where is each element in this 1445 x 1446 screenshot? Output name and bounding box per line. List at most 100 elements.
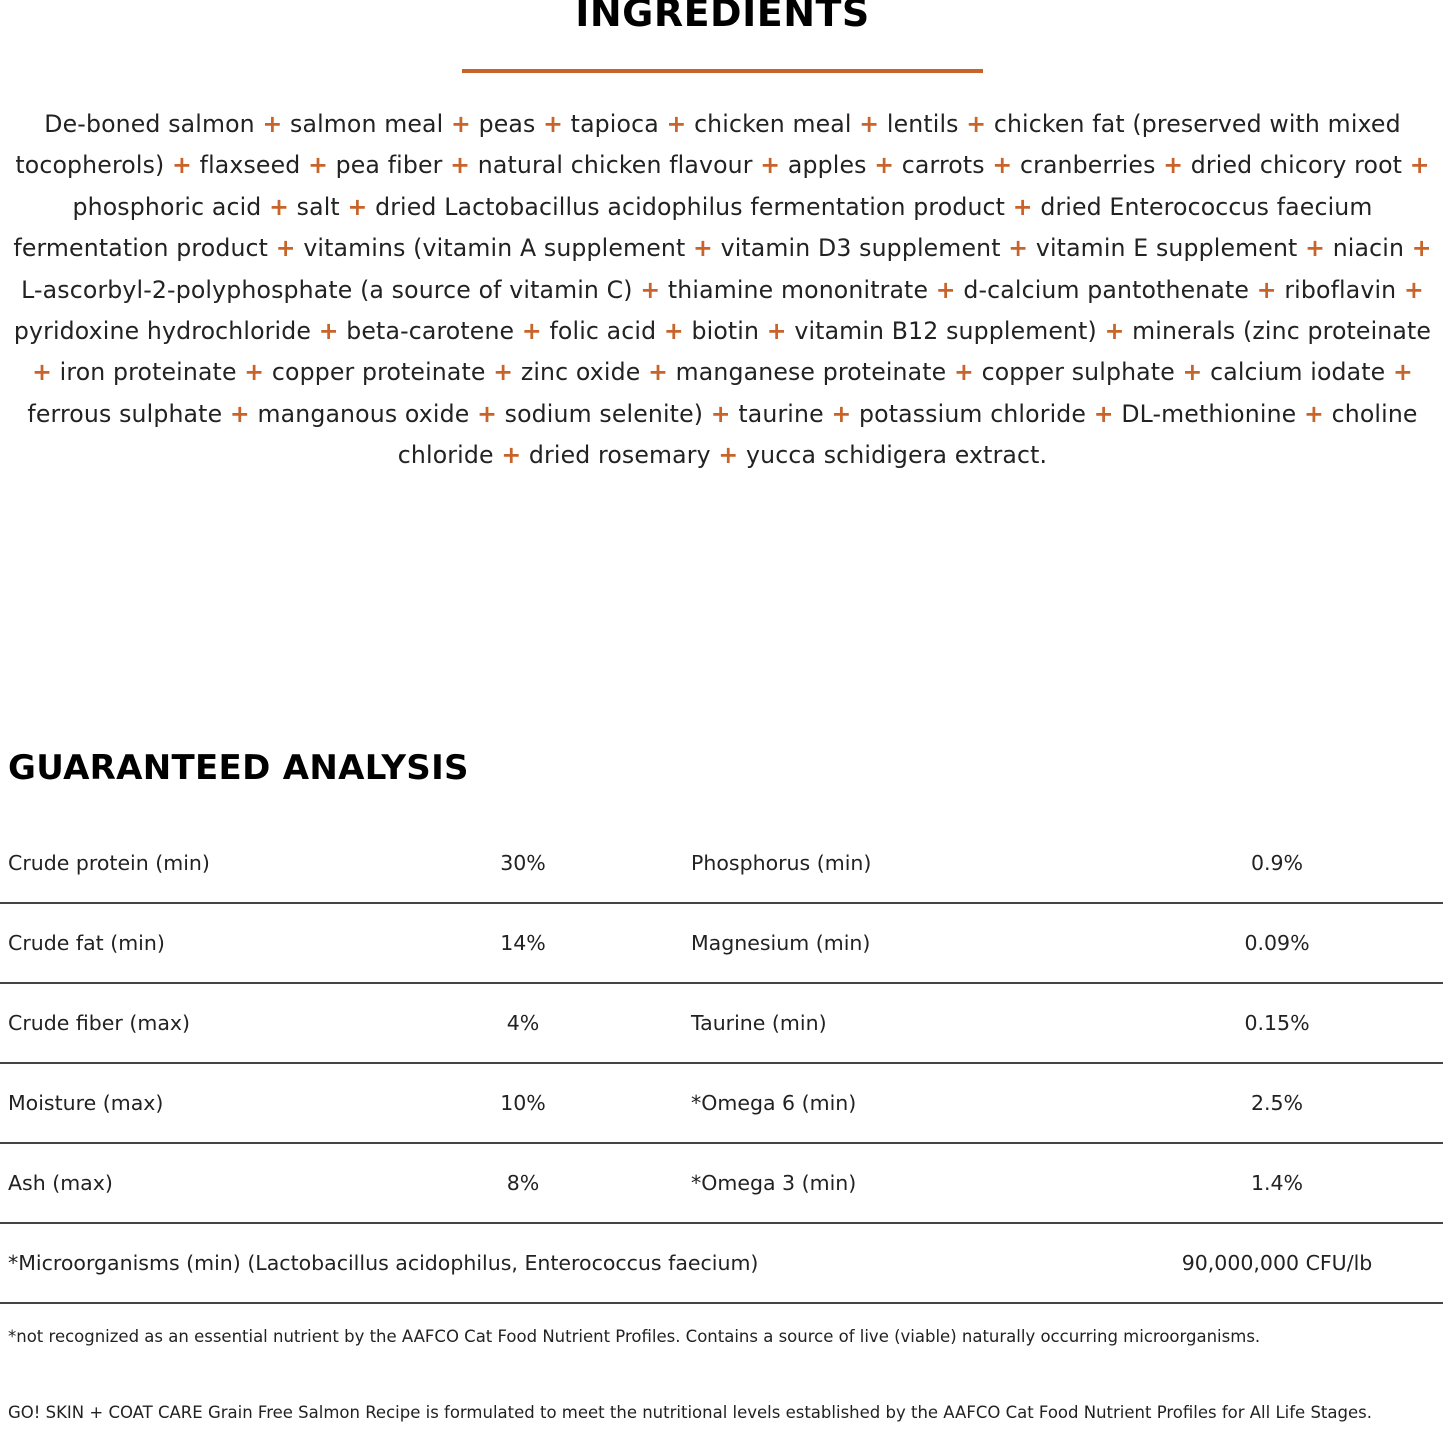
ingredient-item: ferrous sulphate [27, 399, 223, 428]
ingredient-item: copper sulphate [981, 358, 1175, 387]
nutrient-label: *Omega 3 (min) [618, 1143, 1111, 1224]
plus-separator: + [710, 399, 731, 428]
plus-separator: + [477, 399, 497, 428]
analysis-row: Moisture (max) 10% *Omega 6 (min) 2.5% [0, 1063, 1443, 1144]
ingredient-item: cranberries [1019, 151, 1156, 180]
ingredient-item: pea fiber [335, 151, 443, 180]
nutrient-value: 90,000,000 CFU/lb [1111, 1223, 1443, 1304]
nutrient-value: 2.5% [1111, 1063, 1443, 1144]
nutrient-value: 10% [428, 1063, 618, 1144]
nutrient-value: 14% [428, 903, 618, 984]
plus-separator: + [1304, 399, 1324, 428]
ingredients-title: INGREDIENTS [575, 0, 870, 35]
nutrient-value: 8% [428, 1143, 618, 1224]
ingredient-item: chicken fat (preserved with mixed tocoph… [15, 110, 1401, 180]
ingredient-item: taurine [738, 399, 824, 428]
ingredient-item: vitamin E supplement [1035, 234, 1298, 263]
ingredient-item: potassium chloride [859, 399, 1087, 428]
aafco-statement: GO! SKIN + COAT CARE Grain Free Salmon R… [8, 1403, 1372, 1422]
plus-separator: + [640, 275, 661, 304]
plus-separator: + [1104, 317, 1125, 346]
nutrient-label: Crude fat (min) [0, 903, 428, 984]
ingredient-item: thiamine mononitrate [667, 275, 929, 304]
ingredient-item: dried chicory root [1190, 151, 1403, 180]
analysis-table: Crude protein (min) 30% Phosphorus (min) 0.… [0, 824, 1443, 1304]
plus-separator: + [874, 151, 895, 180]
ingredient-item: d-calcium pantothenate [963, 275, 1250, 304]
nutrient-value: 0.15% [1111, 983, 1443, 1064]
ingredient-item: manganous oxide [257, 399, 470, 428]
analysis-row: Crude fat (min) 14% Magnesium (min) 0.09% [0, 903, 1443, 984]
ingredient-item: sodium selenite) [504, 399, 704, 428]
plus-separator: + [172, 151, 192, 180]
plus-separator: + [663, 317, 684, 346]
analysis-row: Crude fiber (max) 4% Taurine (min) 0.15% [0, 983, 1443, 1064]
plus-separator: + [450, 151, 471, 180]
plus-separator: + [262, 110, 283, 138]
plus-separator: + [1182, 358, 1203, 387]
ingredient-item: tapioca [570, 110, 659, 138]
ingredient-item: salt [296, 192, 340, 221]
ingredient-item: iron proteinate [59, 358, 237, 387]
ingredient-item: manganese proteinate [675, 358, 947, 387]
ingredient-item: L-ascorbyl-2-polyphosphate (a source of … [21, 275, 633, 304]
plus-separator: + [1403, 275, 1424, 304]
plus-separator: + [318, 317, 339, 346]
plus-separator: + [308, 151, 328, 180]
ingredient-item: folic acid [549, 317, 657, 346]
plus-separator: + [935, 275, 956, 304]
plus-separator: + [966, 110, 987, 138]
ingredient-item: beta-carotene [346, 317, 515, 346]
ingredient-item: carrots [901, 151, 985, 180]
plus-separator: + [1393, 358, 1413, 387]
plus-separator: + [1163, 151, 1184, 180]
ingredient-item: calcium iodate [1210, 358, 1386, 387]
nutrient-label: *Omega 6 (min) [618, 1063, 1111, 1144]
plus-separator: + [766, 317, 787, 346]
nutrient-label: Moisture (max) [0, 1063, 428, 1144]
ingredient-item: vitamins (vitamin A supplement [303, 234, 686, 263]
plus-separator: + [1012, 192, 1033, 221]
ingredient-item: natural chicken flavour [477, 151, 753, 180]
ingredients-list: De-boned salmon + salmon meal + peas + t… [4, 104, 1441, 477]
title-underline [462, 69, 983, 73]
plus-separator: + [1305, 234, 1326, 263]
ingredient-item: dried Enterococcus faecium fermentation … [13, 192, 1373, 263]
ingredient-item: DL-methionine [1121, 399, 1297, 428]
plus-separator: + [992, 151, 1013, 180]
ingredient-item: chicken meal [694, 110, 852, 138]
plus-separator: + [954, 358, 974, 387]
plus-separator: + [666, 110, 687, 138]
nutrient-value: 30% [428, 824, 618, 904]
plus-separator: + [229, 399, 250, 428]
ingredient-item: vitamin B12 supplement) [794, 317, 1097, 346]
plus-separator: + [760, 151, 781, 180]
analysis-row-microorganisms: *Microorganisms (min) (Lactobacillus aci… [0, 1223, 1443, 1304]
ingredient-item: pyridoxine hydrochloride [13, 317, 312, 346]
nutrient-label: Phosphorus (min) [618, 824, 1111, 904]
plus-separator: + [1256, 275, 1277, 304]
nutrient-label: Magnesium (min) [618, 903, 1111, 984]
plus-separator: + [543, 110, 564, 138]
nutrient-value: 4% [428, 983, 618, 1064]
plus-separator: + [32, 358, 52, 387]
ingredient-item: choline chloride [397, 399, 1418, 470]
ingredient-item: dried rosemary [528, 441, 711, 470]
ingredient-item: minerals (zinc proteinate [1132, 317, 1432, 346]
ingredient-item: yucca schidigera extract. [745, 441, 1048, 470]
ingredient-item: zinc oxide [520, 358, 641, 387]
nutrient-value: 0.9% [1111, 824, 1443, 904]
nutrient-label: Crude fiber (max) [0, 983, 428, 1064]
plus-separator: + [275, 234, 296, 263]
ingredient-item: biotin [691, 317, 760, 346]
plus-separator: + [1409, 151, 1430, 180]
nutrient-value: 0.09% [1111, 903, 1443, 984]
ingredient-item: copper proteinate [271, 358, 486, 387]
plus-separator: + [244, 358, 265, 387]
plus-separator: + [451, 110, 471, 138]
analysis-row: Ash (max) 8% *Omega 3 (min) 1.4% [0, 1143, 1443, 1224]
footnote: *not recognized as an essential nutrient… [8, 1327, 1261, 1346]
nutrient-label: *Microorganisms (min) (Lactobacillus aci… [0, 1223, 1111, 1304]
plus-separator: + [648, 358, 668, 387]
nutrient-label: Ash (max) [0, 1143, 428, 1224]
